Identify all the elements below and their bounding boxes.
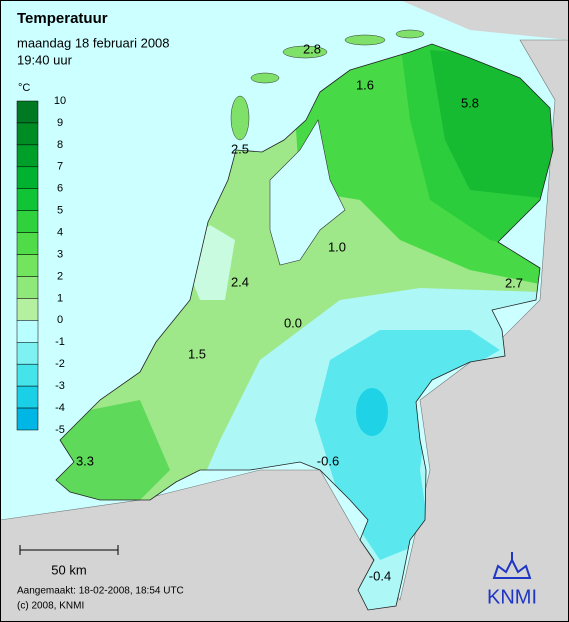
island — [395, 29, 425, 39]
contour-label: -0.6 — [317, 453, 339, 468]
contour-label: 2.4 — [231, 274, 249, 289]
contour-label: 1.6 — [356, 77, 374, 92]
zone — [356, 388, 388, 436]
legend-swatch — [16, 166, 39, 189]
logo-text: KNMI — [487, 586, 537, 608]
legend-swatch — [16, 385, 39, 409]
legend-swatch — [16, 254, 39, 277]
legend-swatch — [16, 210, 39, 233]
title: Temperatuur — [17, 10, 108, 27]
legend-swatch — [16, 363, 39, 387]
legend-tick-label: 10 — [54, 95, 66, 107]
contour-label: 2.5 — [231, 141, 249, 156]
zone — [315, 330, 500, 560]
neighbouring-land — [400, 0, 569, 40]
legend-tick-label: 7 — [57, 161, 63, 173]
time: 19:40 uur — [17, 52, 73, 67]
legend-swatch — [16, 276, 39, 299]
legend-swatch — [16, 188, 39, 211]
legend-swatch — [16, 342, 39, 365]
scale-label: 50 km — [51, 562, 86, 577]
legend-tick-label: 3 — [57, 248, 63, 260]
contour-labels: 2.8 1.6 5.8 2.5 1.0 2.4 2.7 0.0 1.5 -0.6 3.3 -0.4 — [76, 41, 523, 583]
legend-swatch — [16, 298, 39, 321]
legend-tick-label: -1 — [55, 336, 65, 348]
legend-unit: °C — [18, 82, 30, 94]
legend-tick-label: 1 — [57, 292, 63, 304]
contour-label: 0.0 — [284, 315, 302, 330]
legend-swatch — [16, 100, 39, 124]
legend-tick-label: 8 — [57, 139, 63, 151]
contour-label: 2.7 — [505, 275, 523, 290]
island — [282, 45, 328, 59]
islands — [230, 29, 425, 141]
logo: KNMI — [487, 552, 537, 608]
contour-label: -0.4 — [369, 568, 391, 583]
legend-swatch — [16, 122, 39, 146]
island — [230, 95, 250, 141]
zone — [430, 50, 553, 200]
legend-tick-label: 0 — [57, 314, 63, 326]
legend-tick-label: 2 — [57, 270, 63, 282]
contour-label: 5.8 — [461, 95, 479, 110]
legend-tick-label: -4 — [55, 402, 65, 414]
legend-tick-label: 9 — [57, 117, 63, 129]
legend-tick-label: 4 — [57, 227, 63, 239]
contour-label: 1.5 — [188, 346, 206, 361]
legend-tick-label: 6 — [57, 183, 63, 195]
contour-label: 2.8 — [303, 41, 321, 56]
contour-label: 3.3 — [76, 453, 94, 468]
island — [344, 34, 386, 46]
legend-tick-label: -3 — [55, 380, 65, 392]
island — [250, 72, 280, 84]
legend-tick-label: -2 — [55, 358, 65, 370]
lake — [269, 119, 346, 266]
country-border — [55, 43, 554, 611]
copyright: (c) 2008, KNMI — [17, 601, 84, 612]
legend-tick-label: -5 — [55, 424, 65, 436]
date: maandag 18 februari 2008 — [17, 35, 170, 50]
contour-label: 1.0 — [328, 239, 346, 254]
created: Aangemaakt: 18-02-2008, 18:54 UTC — [17, 586, 184, 597]
legend-swatch — [16, 407, 39, 431]
crown — [492, 557, 532, 579]
zone — [56, 400, 170, 520]
legend-swatch — [16, 144, 39, 168]
legend-swatch — [16, 232, 39, 255]
legend-swatch — [16, 320, 39, 343]
legend-tick-label: 5 — [57, 205, 63, 217]
